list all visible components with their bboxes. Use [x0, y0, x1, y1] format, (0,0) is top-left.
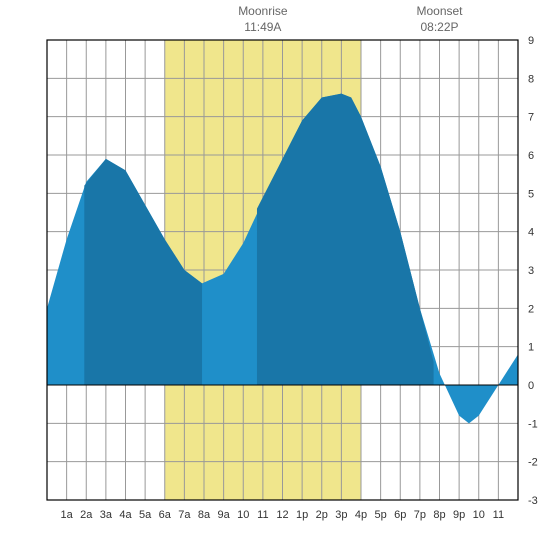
- svg-text:9: 9: [528, 35, 534, 47]
- moonrise-time: 11:49A: [233, 20, 293, 36]
- svg-text:1: 1: [528, 342, 534, 354]
- tide-chart: Moonrise 11:49A Moonset 08:22P 1a2a3a4a5…: [0, 0, 550, 550]
- svg-text:2: 2: [528, 303, 534, 315]
- svg-text:7a: 7a: [178, 509, 191, 521]
- moonrise-label: Moonrise 11:49A: [233, 4, 293, 35]
- svg-text:-3: -3: [528, 495, 538, 507]
- svg-text:5p: 5p: [375, 509, 387, 521]
- svg-text:3: 3: [528, 265, 534, 277]
- svg-text:9a: 9a: [218, 509, 231, 521]
- svg-text:6p: 6p: [394, 509, 406, 521]
- moonset-label: Moonset 08:22P: [410, 4, 470, 35]
- svg-text:7p: 7p: [414, 509, 426, 521]
- moonrise-title: Moonrise: [233, 4, 293, 20]
- chart-svg: 1a2a3a4a5a6a7a8a9a1011121p2p3p4p5p6p7p8p…: [0, 0, 550, 550]
- svg-text:9p: 9p: [453, 509, 465, 521]
- svg-text:4a: 4a: [119, 509, 132, 521]
- svg-text:-2: -2: [528, 457, 538, 469]
- moonset-title: Moonset: [410, 4, 470, 20]
- svg-text:12: 12: [276, 509, 288, 521]
- svg-text:-1: -1: [528, 418, 538, 430]
- svg-text:3a: 3a: [100, 509, 113, 521]
- svg-text:4: 4: [528, 227, 534, 239]
- svg-text:11: 11: [257, 509, 268, 521]
- svg-text:7: 7: [528, 112, 534, 124]
- svg-text:4p: 4p: [355, 509, 367, 521]
- svg-text:11: 11: [493, 509, 504, 521]
- svg-text:8: 8: [528, 73, 534, 85]
- svg-text:2a: 2a: [80, 509, 93, 521]
- svg-text:6: 6: [528, 150, 534, 162]
- svg-text:8a: 8a: [198, 509, 211, 521]
- svg-text:1p: 1p: [296, 509, 308, 521]
- svg-text:2p: 2p: [316, 509, 328, 521]
- svg-text:10: 10: [473, 509, 485, 521]
- svg-text:5: 5: [528, 188, 534, 200]
- svg-text:8p: 8p: [433, 509, 445, 521]
- svg-text:5a: 5a: [139, 509, 152, 521]
- svg-text:6a: 6a: [159, 509, 172, 521]
- svg-text:3p: 3p: [335, 509, 347, 521]
- svg-text:1a: 1a: [61, 509, 74, 521]
- svg-text:0: 0: [528, 380, 534, 392]
- moonset-time: 08:22P: [410, 20, 470, 36]
- svg-text:10: 10: [237, 509, 249, 521]
